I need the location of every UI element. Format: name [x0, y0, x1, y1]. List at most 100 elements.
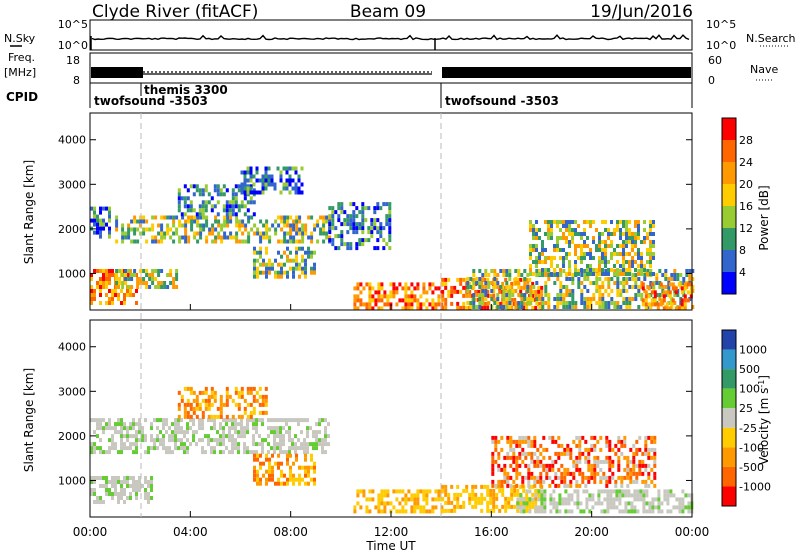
echo-cell [241, 219, 245, 224]
echo-cell [192, 422, 195, 427]
echo-cell [292, 219, 296, 224]
echo-cell [225, 386, 229, 391]
echo-cell [234, 386, 238, 391]
echo-cell [108, 450, 111, 455]
echo-cell [593, 459, 597, 464]
echo-cell [630, 505, 634, 510]
echo-cell [478, 305, 482, 309]
echo-cell [674, 306, 678, 311]
echo-cell [425, 298, 429, 303]
echo-cell [559, 281, 563, 285]
echo-cell [141, 434, 144, 439]
echo-cell [536, 475, 540, 480]
echo-cell [486, 293, 490, 298]
echo-cell [577, 277, 581, 281]
echo-cell [471, 492, 475, 497]
echo-cell [273, 182, 277, 187]
echo-cell [108, 230, 111, 235]
echo-cell [543, 509, 547, 514]
echo-cell [304, 270, 307, 275]
echo-cell [572, 471, 576, 476]
echo-cell [551, 439, 555, 444]
echo-cell [277, 453, 280, 458]
echo-cell [165, 450, 168, 455]
echo-cell [216, 414, 220, 419]
echo-cell [517, 285, 521, 289]
echo-cell [306, 442, 309, 447]
echo-cell [368, 294, 372, 299]
echo-cell [616, 268, 619, 272]
echo-cell [643, 273, 647, 277]
echo-cell [541, 272, 544, 276]
echo-cell [371, 294, 375, 299]
echo-cell [371, 489, 375, 494]
echo-cell [222, 184, 226, 189]
echo-cell [90, 273, 93, 277]
echo-cell [154, 285, 158, 289]
echo-cell [598, 264, 601, 268]
echo-cell [568, 260, 571, 264]
echo-cell [133, 215, 137, 220]
echo-cell [295, 457, 298, 462]
echo-cell [228, 434, 231, 439]
echo-cell [115, 239, 119, 244]
echo-cell [105, 301, 108, 305]
echo-cell [283, 235, 287, 240]
echo-cell [604, 305, 608, 309]
echo-cell [183, 386, 187, 391]
echo-cell [484, 273, 488, 277]
echo-cell [522, 509, 526, 514]
echo-cell [578, 459, 582, 464]
echo-cell [601, 301, 605, 305]
echo-cell [642, 505, 646, 510]
echo-cell [542, 447, 546, 452]
echo-cell [301, 258, 304, 263]
echo-cell [240, 204, 244, 209]
echo-cell [322, 227, 326, 232]
beam-title: Beam 09 [350, 2, 426, 22]
echo-cell [228, 200, 232, 205]
echo-cell [249, 390, 253, 395]
echo-cell [548, 463, 552, 468]
echo-cell [651, 505, 655, 510]
velocity-colorbar-label: Velocity [m s-1] [757, 375, 771, 465]
echo-cell [389, 294, 393, 299]
echo-cell [583, 244, 586, 248]
echo-cell [637, 277, 641, 281]
echo-cell [162, 426, 165, 431]
echo-cell [568, 240, 571, 244]
echo-cell [243, 434, 246, 439]
echo-cell [280, 262, 283, 267]
echo-cell [462, 305, 466, 310]
echo-cell [583, 220, 586, 224]
echo-cell [295, 254, 298, 259]
echo-cell [280, 270, 283, 275]
echo-cell [659, 282, 663, 287]
echo-cell [392, 294, 396, 299]
echo-cell [186, 422, 189, 427]
echo-cell [652, 220, 655, 224]
echo-cell [169, 215, 173, 220]
echo-cell [234, 418, 237, 423]
echo-cell [105, 422, 108, 427]
echo-cell [619, 244, 622, 248]
echo-cell [500, 447, 504, 452]
echo-cell [162, 434, 165, 439]
colorbar-tick-label: 25 [739, 402, 753, 415]
echo-cell [370, 218, 374, 223]
echo-cell [186, 438, 189, 443]
freq-left-tick-bottom: 8 [73, 74, 80, 87]
echo-cell [509, 443, 513, 448]
echo-cell [186, 446, 189, 451]
echo-cell [565, 277, 569, 281]
echo-cell [586, 220, 589, 224]
echo-cell [111, 269, 114, 273]
echo-cell [441, 277, 445, 282]
echo-cell [90, 450, 93, 455]
echo-cell [472, 293, 476, 297]
echo-cell [255, 422, 258, 427]
echo-cell [289, 469, 292, 474]
echo-cell [480, 492, 484, 497]
echo-cell [553, 273, 557, 277]
echo-cell [322, 215, 326, 220]
